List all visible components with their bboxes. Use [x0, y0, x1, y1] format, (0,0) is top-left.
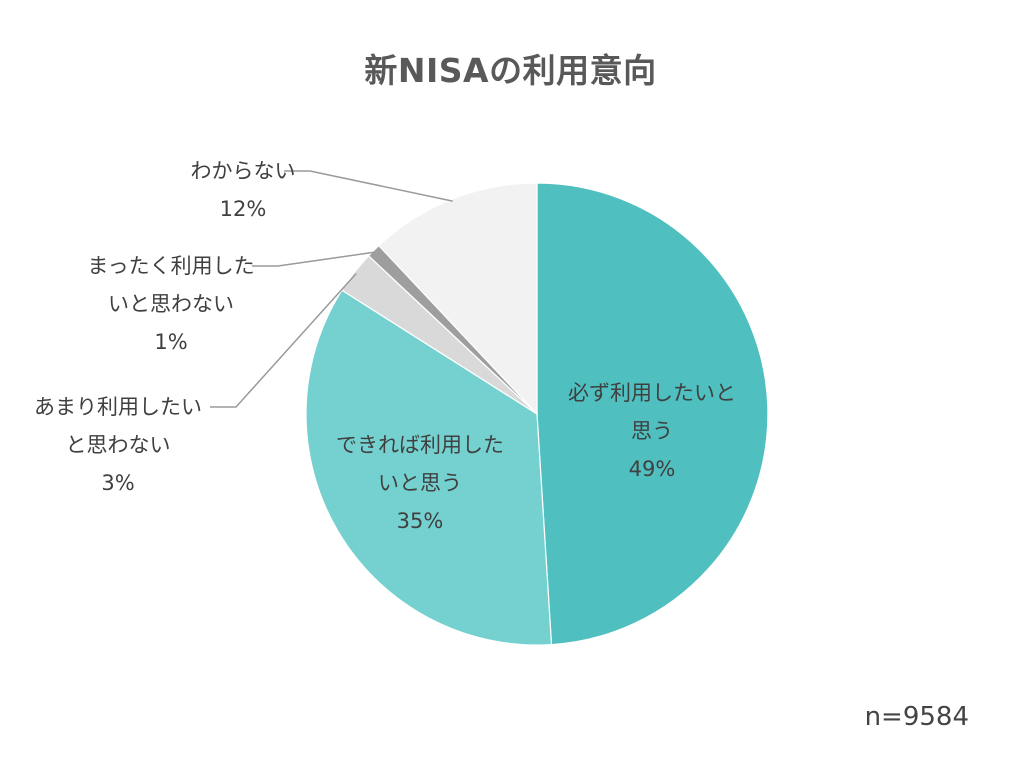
- chart-title: 新NISAの利用意向: [364, 51, 657, 90]
- leader-line-4: [252, 251, 376, 267]
- slice-label-2-1: いと思う: [378, 471, 462, 495]
- slice-label-4-1: いと思わない: [108, 292, 234, 316]
- slice-label-1-1: 思う: [631, 419, 673, 443]
- pie-slice-2: [305, 289, 553, 646]
- slice-label-2-0: できれば利用した: [336, 433, 504, 457]
- slice-value-3: 3%: [101, 471, 134, 495]
- pie-slice-1: [536, 182, 769, 646]
- slice-label-1-0: 必ず利用したいと: [568, 381, 736, 405]
- pie-slice-5: [378, 182, 538, 416]
- leader-line-5: [284, 170, 453, 202]
- slice-value-1: 49%: [629, 457, 676, 481]
- slice-label-4-0: まったく利用した: [87, 254, 254, 278]
- leader-line-3: [210, 273, 357, 408]
- slice-value-2: 35%: [397, 509, 444, 533]
- sample-size-note: n=9584: [864, 702, 969, 732]
- slice-label-5-0: わからない: [191, 159, 296, 183]
- pie-slices: [305, 182, 769, 646]
- slice-value-4: 1%: [154, 330, 187, 354]
- slice-value-5: 12%: [220, 197, 267, 221]
- slice-label-3-0: あまり利用したい: [34, 395, 202, 419]
- slice-label-3-1: と思わない: [66, 433, 171, 457]
